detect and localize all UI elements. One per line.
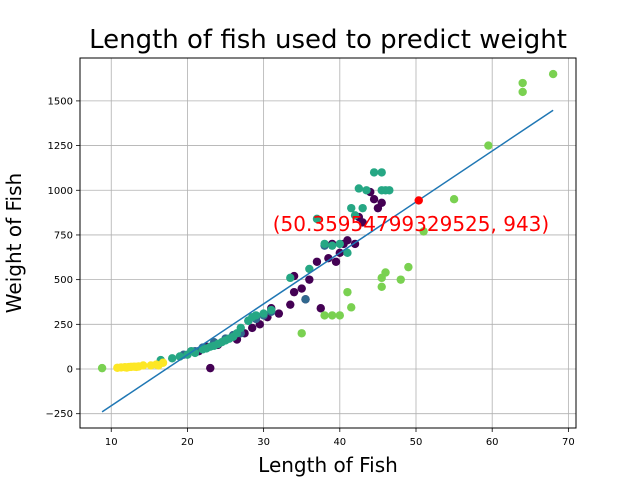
y-tick-label: 1000 [48, 186, 73, 197]
data-point [377, 282, 386, 291]
y-tick-label: −250 [46, 409, 73, 420]
data-point [548, 69, 558, 79]
x-tick-label: 30 [257, 437, 270, 448]
data-point [286, 300, 295, 309]
data-points [97, 69, 558, 373]
data-point [206, 363, 215, 373]
y-tick-label: 250 [54, 320, 73, 331]
x-tick-label: 70 [562, 437, 575, 448]
plot-frame [79, 57, 577, 429]
data-point [316, 304, 325, 313]
y-tick-label: 500 [54, 275, 73, 286]
data-point [247, 323, 257, 333]
data-point [335, 311, 345, 320]
x-axis-label: Length of Fish [258, 453, 398, 477]
data-point [381, 268, 390, 277]
data-point [297, 284, 306, 293]
data-point [385, 186, 394, 195]
data-point [377, 168, 386, 177]
chart-title: Length of fish used to predict weight [89, 25, 567, 55]
data-point [97, 363, 107, 373]
annotation-text: (50.35954799329525, 943) [273, 212, 549, 236]
data-point [267, 305, 276, 315]
x-tick-label: 20 [181, 437, 194, 448]
y-tick-label: 750 [54, 230, 73, 241]
data-point [396, 275, 405, 284]
data-point [484, 141, 493, 150]
regression-line [101, 109, 554, 413]
data-point [274, 309, 284, 318]
y-tick-label: 1500 [48, 96, 73, 107]
y-tick-label: 0 [67, 365, 73, 376]
data-point [312, 214, 322, 224]
data-point [327, 241, 337, 250]
data-point [327, 311, 337, 320]
data-point [158, 358, 168, 367]
x-tick-label: 50 [410, 437, 423, 448]
data-point [358, 218, 367, 227]
grid [80, 58, 576, 428]
data-point [236, 323, 245, 333]
data-point [343, 248, 352, 258]
data-point [362, 186, 371, 195]
x-tick-label: 10 [105, 437, 118, 448]
data-point [286, 273, 295, 283]
data-point [449, 195, 459, 204]
data-point [419, 227, 428, 236]
data-point [347, 303, 356, 312]
data-point [320, 239, 329, 249]
data-point [369, 168, 379, 177]
data-point [404, 262, 413, 272]
data-point [320, 311, 329, 320]
data-point [377, 198, 386, 207]
data-point [324, 253, 333, 263]
data-point [369, 195, 379, 204]
data-point [347, 203, 356, 213]
data-point [331, 257, 341, 266]
data-point [335, 239, 345, 249]
data-point [343, 287, 352, 297]
data-point [343, 236, 352, 245]
data-point [289, 287, 299, 297]
data-point [305, 275, 314, 284]
data-point [297, 329, 306, 338]
highlight-group [414, 196, 423, 205]
regression-line-group [101, 109, 554, 413]
x-tick-label: 40 [333, 437, 346, 448]
data-point [518, 87, 527, 97]
data-point [350, 211, 360, 220]
x-tick-label: 60 [486, 437, 499, 448]
data-point [358, 203, 367, 213]
data-point [251, 311, 261, 320]
data-point [518, 78, 527, 88]
highlight-point [414, 196, 423, 205]
axis-ticks: 10 20 30 40 50 60 70 −250 0 250 500 750 1000 1250 1500 [46, 96, 575, 448]
data-point [301, 295, 310, 304]
data-point [167, 354, 177, 363]
data-point [312, 257, 322, 266]
y-tick-label: 1250 [48, 141, 73, 152]
y-axis-label: Weight of Fish [2, 173, 26, 313]
data-point [259, 309, 268, 318]
data-point [354, 184, 364, 193]
data-point [139, 361, 148, 370]
